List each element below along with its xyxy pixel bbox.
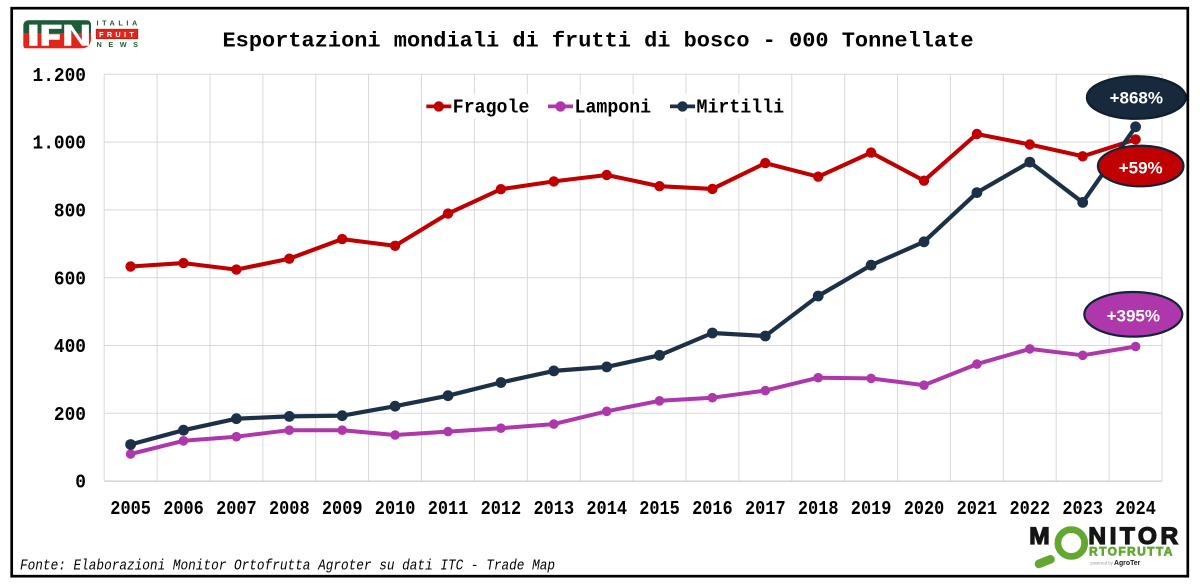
svg-text:2005: 2005 [110,498,151,520]
svg-text:NITOR: NITOR [1088,523,1181,550]
svg-text:+59%: +59% [1119,158,1163,177]
svg-text:2015: 2015 [639,498,680,520]
svg-text:1.200: 1.200 [33,65,87,87]
svg-text:2022: 2022 [1010,498,1051,520]
svg-text:ITALIA: ITALIA [97,19,141,28]
svg-text:2018: 2018 [798,498,839,520]
svg-text:+868%: +868% [1110,89,1163,108]
svg-text:2017: 2017 [745,498,786,520]
svg-text:200: 200 [54,404,86,426]
svg-text:2011: 2011 [428,498,469,520]
svg-text:2010: 2010 [375,498,416,520]
svg-text:Fonte: Elaborazioni Monitor Or: Fonte: Elaborazioni Monitor Ortofrutta A… [20,558,555,574]
svg-text:600: 600 [54,268,86,290]
svg-text:Fragole: Fragole [453,96,530,118]
svg-text:2009: 2009 [322,498,363,520]
svg-text:2007: 2007 [216,498,257,520]
svg-text:2024: 2024 [1115,498,1156,520]
svg-text:powered by: powered by [1091,561,1114,566]
svg-text:M: M [1029,523,1049,550]
svg-text:2008: 2008 [269,498,310,520]
svg-text:2019: 2019 [851,498,892,520]
svg-text:FRUIT: FRUIT [99,30,137,39]
svg-text:0: 0 [75,472,86,494]
svg-text:AgroTer: AgroTer [1114,560,1141,567]
svg-text:2013: 2013 [534,498,575,520]
svg-text:2021: 2021 [957,498,998,520]
svg-text:Lamponi: Lamponi [575,96,652,118]
svg-text:Esportazioni mondiali di frutt: Esportazioni mondiali di frutti di bosco… [223,31,974,54]
svg-text:2006: 2006 [163,498,204,520]
svg-text:NEWS: NEWS [97,40,145,49]
svg-text:+395%: +395% [1107,307,1160,326]
svg-text:Mirtilli: Mirtilli [697,96,785,118]
svg-text:2023: 2023 [1062,498,1103,520]
svg-text:800: 800 [54,201,86,223]
svg-text:2012: 2012 [481,498,522,520]
svg-text:1.000: 1.000 [33,133,87,155]
svg-text:2016: 2016 [692,498,733,520]
svg-text:2014: 2014 [586,498,627,520]
svg-text:2020: 2020 [904,498,945,520]
svg-text:RTOFRUTTA: RTOFRUTTA [1089,545,1174,559]
svg-text:400: 400 [54,336,86,358]
